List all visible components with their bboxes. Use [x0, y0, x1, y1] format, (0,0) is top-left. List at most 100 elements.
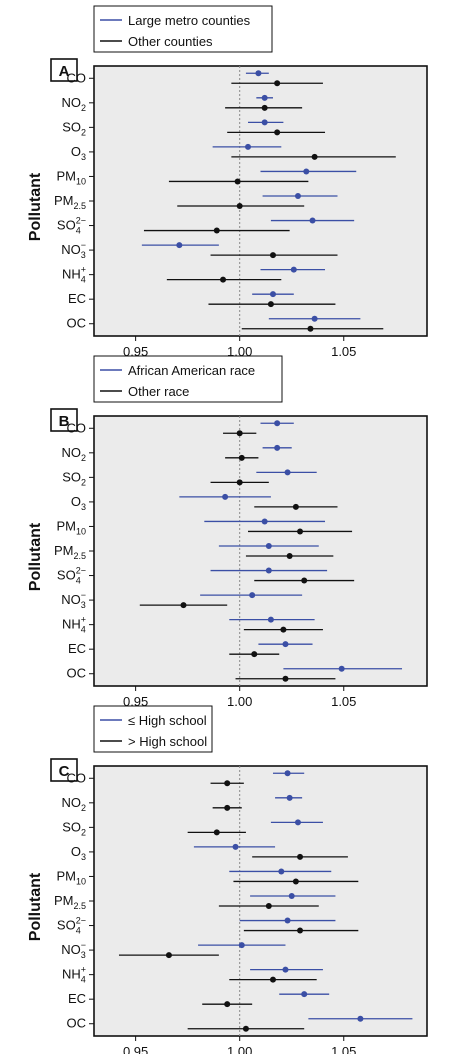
legend-label-1: Other race — [128, 384, 189, 399]
estimate-point-blue — [357, 1015, 364, 1022]
estimate-point-black — [224, 780, 231, 787]
x-tick-label: 0.95 — [123, 694, 148, 709]
legend: Large metro counties Other counties — [93, 5, 273, 53]
estimate-point-black — [234, 178, 241, 185]
x-tick-label: 0.95 — [123, 344, 148, 359]
estimate-point-black — [224, 804, 231, 811]
panel-label-text: B — [59, 413, 70, 430]
estimate-point-blue — [238, 942, 245, 949]
estimate-point-blue — [282, 641, 289, 648]
legend-label-0: ≤ High school — [128, 713, 207, 728]
category-label: O3 — [71, 494, 86, 512]
estimate-point-blue — [284, 770, 291, 777]
category-label: OC — [67, 316, 87, 331]
category-label: NO3− — [61, 240, 86, 260]
estimate-point-blue — [311, 315, 318, 322]
category-label: PM10 — [56, 868, 86, 886]
estimate-point-blue — [288, 893, 295, 899]
panel-label: A — [50, 58, 78, 82]
x-tick-label: 1.05 — [331, 694, 356, 709]
estimate-point-blue — [284, 469, 291, 476]
estimate-point-blue — [222, 493, 229, 500]
estimate-point-blue — [294, 819, 301, 826]
panel-label: C — [50, 758, 78, 782]
category-label: CO — [67, 70, 87, 85]
estimate-point-blue — [245, 143, 252, 150]
estimate-point-black — [236, 430, 243, 437]
category-label: CO — [67, 420, 87, 435]
estimate-point-blue — [338, 665, 345, 672]
estimate-point-black — [238, 454, 245, 461]
category-label: SO2 — [62, 819, 86, 837]
category-label: PM10 — [56, 518, 86, 536]
estimate-point-black — [236, 203, 243, 209]
estimate-point-blue — [255, 70, 262, 77]
estimate-point-black — [292, 878, 299, 885]
estimate-point-black — [269, 976, 276, 983]
estimate-point-black — [297, 853, 304, 860]
category-label: NO2 — [61, 445, 86, 463]
x-tick-label: 1.00 — [227, 1044, 252, 1054]
estimate-point-black — [213, 227, 220, 234]
legend: ≤ High school > High school — [93, 705, 213, 753]
category-label: O3 — [71, 844, 86, 862]
category-label: OC — [67, 1016, 87, 1031]
panel-a: Large metro counties Other counties A Pollu… — [27, 5, 428, 359]
panel-label: B — [50, 408, 78, 432]
category-label: NO3− — [61, 590, 86, 610]
panel-label-box — [50, 758, 78, 782]
category-label: SO42− — [57, 216, 86, 236]
plot-area — [93, 65, 428, 337]
y-axis-title: Pollutant — [27, 172, 44, 241]
y-axis-title: Pollutant — [27, 872, 44, 941]
category-label: CO — [67, 770, 87, 785]
legend-box — [93, 705, 213, 753]
plot-area — [93, 765, 428, 1037]
estimate-point-blue — [267, 616, 274, 623]
estimate-point-black — [307, 325, 314, 332]
estimate-point-black — [165, 952, 172, 959]
estimate-point-blue — [284, 917, 291, 924]
estimate-point-black — [224, 1001, 231, 1008]
estimate-point-blue — [274, 420, 281, 427]
estimate-point-black — [282, 675, 289, 682]
estimate-point-blue — [265, 567, 272, 574]
estimate-point-black — [267, 301, 274, 308]
category-label: PM10 — [56, 168, 86, 186]
estimate-point-blue — [303, 168, 310, 175]
panel-b: African American race Other race B Pollutan… — [27, 355, 428, 709]
estimate-point-blue — [290, 266, 297, 273]
estimate-point-blue — [282, 966, 289, 973]
panel-label-box — [50, 58, 78, 82]
estimate-point-blue — [274, 444, 281, 451]
category-label: SO2 — [62, 119, 86, 137]
category-label: NH4+ — [62, 965, 86, 985]
estimate-point-blue — [286, 794, 293, 801]
estimate-point-blue — [269, 291, 276, 298]
category-label: EC — [68, 291, 86, 306]
estimate-point-blue — [278, 868, 285, 875]
panel-label-box — [50, 408, 78, 432]
estimate-point-blue — [261, 518, 268, 525]
estimate-point-blue — [249, 592, 256, 599]
category-label: NO2 — [61, 95, 86, 113]
category-label: NH4+ — [62, 615, 86, 635]
estimate-point-black — [236, 479, 243, 486]
x-tick-label: 1.00 — [227, 694, 252, 709]
category-label: OC — [67, 666, 87, 681]
legend: African American race Other race — [93, 355, 283, 403]
category-label: NH4+ — [62, 265, 86, 285]
estimate-point-blue — [309, 217, 316, 224]
estimate-point-black — [220, 276, 227, 283]
estimate-point-blue — [261, 94, 268, 101]
category-label: SO42− — [57, 566, 86, 586]
category-label: NO2 — [61, 795, 86, 813]
estimate-point-black — [301, 577, 308, 584]
estimate-point-black — [311, 153, 318, 160]
category-label: NO3− — [61, 940, 86, 960]
estimate-point-black — [292, 503, 299, 510]
category-label: PM2.5 — [54, 193, 86, 211]
estimate-point-black — [213, 829, 220, 836]
category-label: SO2 — [62, 469, 86, 487]
